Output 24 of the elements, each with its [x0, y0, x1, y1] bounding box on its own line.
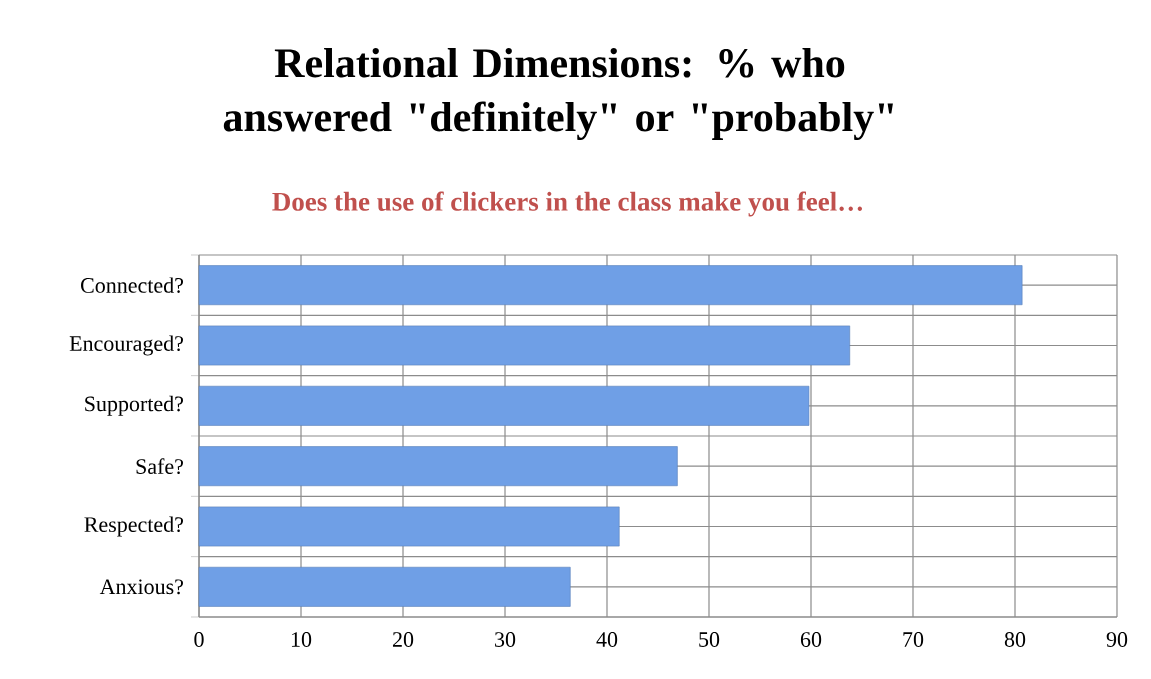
bar — [198, 446, 678, 487]
x-tick-label: 10 — [291, 632, 312, 647]
x-tick-label: 50 — [699, 632, 720, 647]
y-tick-label: Respected? — [84, 516, 184, 537]
x-tick-label: 0 — [194, 632, 204, 647]
y-tick-label: Supported? — [85, 395, 184, 416]
x-tick-label: 30 — [495, 632, 516, 647]
bar — [198, 325, 851, 366]
y-tick-label: Anxious? — [99, 579, 184, 595]
y-tick-label: Connected? — [81, 277, 184, 293]
x-tick-label: 90 — [1106, 632, 1128, 647]
bar — [198, 385, 810, 426]
x-tick-label: 20 — [392, 632, 414, 647]
bar — [198, 265, 1023, 306]
bar — [198, 566, 571, 607]
chart-title: Relational Dimensions: % who answered "definitely" or "probably" — [223, 47, 893, 141]
chart-subtitle: Does the use of clickers in the class make you feel… — [272, 191, 863, 217]
y-tick-label: Encouraged? — [69, 335, 184, 356]
x-tick-label: 60 — [800, 632, 822, 647]
x-tick-label: 40 — [596, 632, 618, 647]
bar — [198, 506, 620, 547]
x-tick-label: 80 — [1004, 632, 1026, 647]
x-tick-label: 70 — [903, 632, 924, 647]
y-tick-label: Safe? — [136, 458, 184, 475]
